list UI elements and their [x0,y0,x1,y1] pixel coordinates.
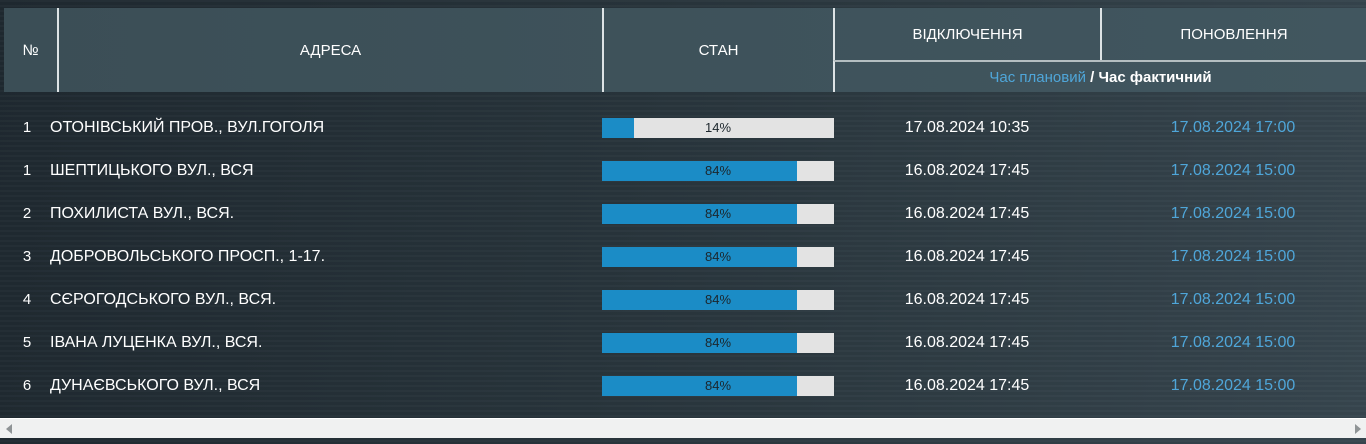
disconnection-time: 16.08.2024 17:45 [904,290,1030,308]
state-cell: 84% [602,375,834,396]
disconnection-time: 17.08.2024 10:35 [904,118,1030,136]
progress-label: 84% [704,206,732,221]
restoration-time: 17.08.2024 15:00 [1170,247,1296,265]
horizontal-scrollbar[interactable] [0,418,1366,438]
row-number: 2 [22,205,32,222]
scroll-right-button[interactable] [1349,419,1366,438]
progress-label: 84% [704,292,732,307]
row-address: ОТОНІВСЬКИЙ ПРОВ., ВУЛ.ГОГОЛЯ [50,118,325,136]
row-number: 4 [22,291,32,308]
outage-rows: 1 ОТОНІВСЬКИЙ ПРОВ., ВУЛ.ГОГОЛЯ 14% 17.0… [4,106,1366,407]
progress-fill [602,289,797,310]
outage-table-header: № АДРЕСА СТАН ВІДКЛЮЧЕННЯ ПОНОВЛЕННЯ Час… [4,8,1366,92]
outage-row: 3 ДОБРОВОЛЬСЬКОГО ПРОСП., 1-17. 84% 16.0… [4,235,1366,278]
time-legend: Час плановий / Час фактичний [833,60,1366,92]
scroll-left-button[interactable] [0,419,17,438]
state-cell: 84% [602,160,834,181]
state-progressbar: 84% [602,332,834,353]
row-address: ДУНАЄВСЬКОГО ВУЛ., ВСЯ [50,376,261,394]
restoration-time: 17.08.2024 17:00 [1170,118,1296,136]
scrollbar-thumb[interactable] [17,419,1349,438]
progress-label: 84% [704,335,732,350]
state-cell: 84% [602,332,834,353]
state-progressbar: 84% [602,375,834,396]
state-cell: 84% [602,289,834,310]
row-number: 6 [22,377,32,394]
progress-label: 84% [704,249,732,264]
column-header-address: АДРЕСА [57,8,602,92]
restoration-time: 17.08.2024 15:00 [1170,204,1296,222]
outage-row: 1 ШЕПТИЦЬКОГО ВУЛ., ВСЯ 84% 16.08.2024 1… [4,149,1366,192]
outage-row: 5 ІВАНА ЛУЦЕНКА ВУЛ., ВСЯ. 84% 16.08.202… [4,321,1366,364]
progress-label: 84% [704,378,732,393]
planned-time-link[interactable]: Час плановий [989,68,1086,86]
progress-label: 84% [704,163,732,178]
column-header-state: СТАН [602,8,833,92]
state-cell: 84% [602,246,834,267]
state-progressbar: 84% [602,160,834,181]
state-cell: 84% [602,203,834,224]
row-number: 5 [22,334,32,351]
row-address: ПОХИЛИСТА ВУЛ., ВСЯ. [50,204,235,222]
restoration-time: 17.08.2024 15:00 [1170,161,1296,179]
row-number: 3 [22,248,32,265]
row-number: 1 [22,119,32,136]
progress-fill [602,117,635,138]
disconnection-time: 16.08.2024 17:45 [904,376,1030,394]
column-header-restoration: ПОНОВЛЕННЯ [1100,8,1366,60]
outage-row: 6 ДУНАЄВСЬКОГО ВУЛ., ВСЯ 84% 16.08.2024 … [4,364,1366,407]
progress-label: 14% [704,120,732,135]
column-header-disconnection: ВІДКЛЮЧЕННЯ [833,8,1100,60]
progress-fill [602,246,797,267]
left-arrow-icon [5,423,12,434]
column-header-number: № [22,41,39,59]
progress-fill [602,375,797,396]
row-number: 1 [22,162,32,179]
disconnection-time: 16.08.2024 17:45 [904,247,1030,265]
restoration-time: 17.08.2024 15:00 [1170,376,1296,394]
outage-row: 4 СЄРОГОДСЬКОГО ВУЛ., ВСЯ. 84% 16.08.202… [4,278,1366,321]
outage-row: 2 ПОХИЛИСТА ВУЛ., ВСЯ. 84% 16.08.2024 17… [4,192,1366,235]
state-cell: 14% [602,117,834,138]
state-progressbar: 14% [602,117,834,138]
state-progressbar: 84% [602,246,834,267]
legend-separator: / [1085,68,1099,86]
state-progressbar: 84% [602,203,834,224]
right-arrow-icon [1354,423,1361,434]
progress-fill [602,160,797,181]
actual-time-label: Час фактичний [1098,68,1212,86]
disconnection-time: 16.08.2024 17:45 [904,161,1030,179]
row-address: ІВАНА ЛУЦЕНКА ВУЛ., ВСЯ. [50,333,263,351]
state-progressbar: 84% [602,289,834,310]
row-address: ДОБРОВОЛЬСЬКОГО ПРОСП., 1-17. [50,247,326,265]
disconnection-time: 16.08.2024 17:45 [904,333,1030,351]
progress-fill [602,332,797,353]
row-address: ШЕПТИЦЬКОГО ВУЛ., ВСЯ [50,161,254,179]
restoration-time: 17.08.2024 15:00 [1170,333,1296,351]
disconnection-time: 16.08.2024 17:45 [904,204,1030,222]
outage-row: 1 ОТОНІВСЬКИЙ ПРОВ., ВУЛ.ГОГОЛЯ 14% 17.0… [4,106,1366,149]
progress-fill [602,203,797,224]
restoration-time: 17.08.2024 15:00 [1170,290,1296,308]
row-address: СЄРОГОДСЬКОГО ВУЛ., ВСЯ. [50,290,277,308]
